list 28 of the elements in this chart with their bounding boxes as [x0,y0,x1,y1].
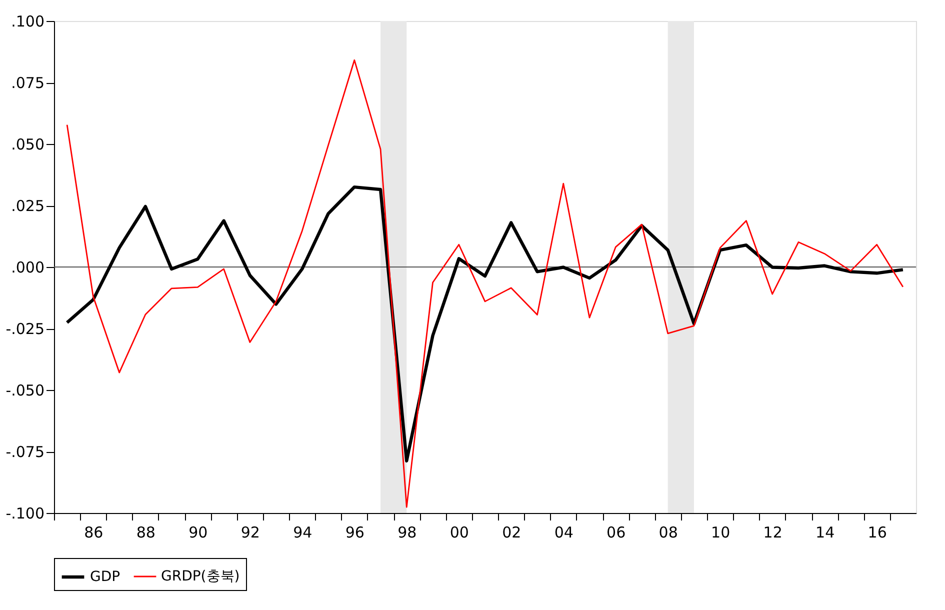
x-tick-label: 00 [450,524,469,542]
y-tick-label: -.050 [6,382,44,400]
line-series [66,59,904,508]
y-tick-label: .025 [11,197,44,215]
x-tick-label: 90 [188,524,208,542]
x-tick-label: 12 [763,524,782,542]
x-tick-label: 04 [554,524,574,542]
x-tick-label: 14 [816,524,835,542]
x-tick-label: 98 [398,524,417,542]
legend-label: GDP [90,569,120,585]
y-tick-label: -.025 [6,320,44,338]
x-tick-label: 92 [240,524,260,542]
y-tick-label: .100 [11,12,44,30]
y-tick-label: -.100 [6,504,44,522]
x-tick-label: 86 [84,524,104,542]
x-tick-label: 16 [868,524,887,542]
y-tick-label: .075 [11,74,44,92]
x-tick-label: 88 [136,524,156,542]
y-tick-label: .050 [11,136,44,154]
x-tick-label: 96 [345,524,364,542]
x-tick-label: 94 [293,524,312,542]
legend-label: GRDP(충북) [161,568,240,584]
x-tick-label: 10 [711,524,730,542]
x-tick-label: 06 [606,524,626,542]
x-tick-label: 08 [658,524,678,542]
y-tick-label: .000 [11,258,44,276]
x-tick-label: 02 [502,524,522,542]
y-tick-label: -.075 [6,443,44,461]
